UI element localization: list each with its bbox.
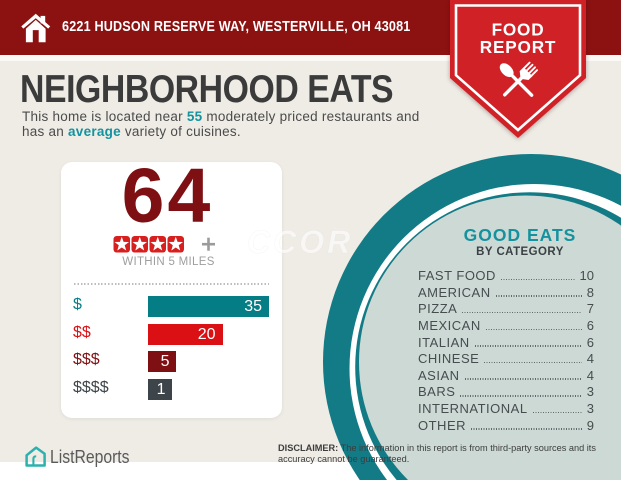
svg-text:FOOD: FOOD xyxy=(492,19,545,39)
svg-text:REPORT: REPORT xyxy=(480,37,556,57)
